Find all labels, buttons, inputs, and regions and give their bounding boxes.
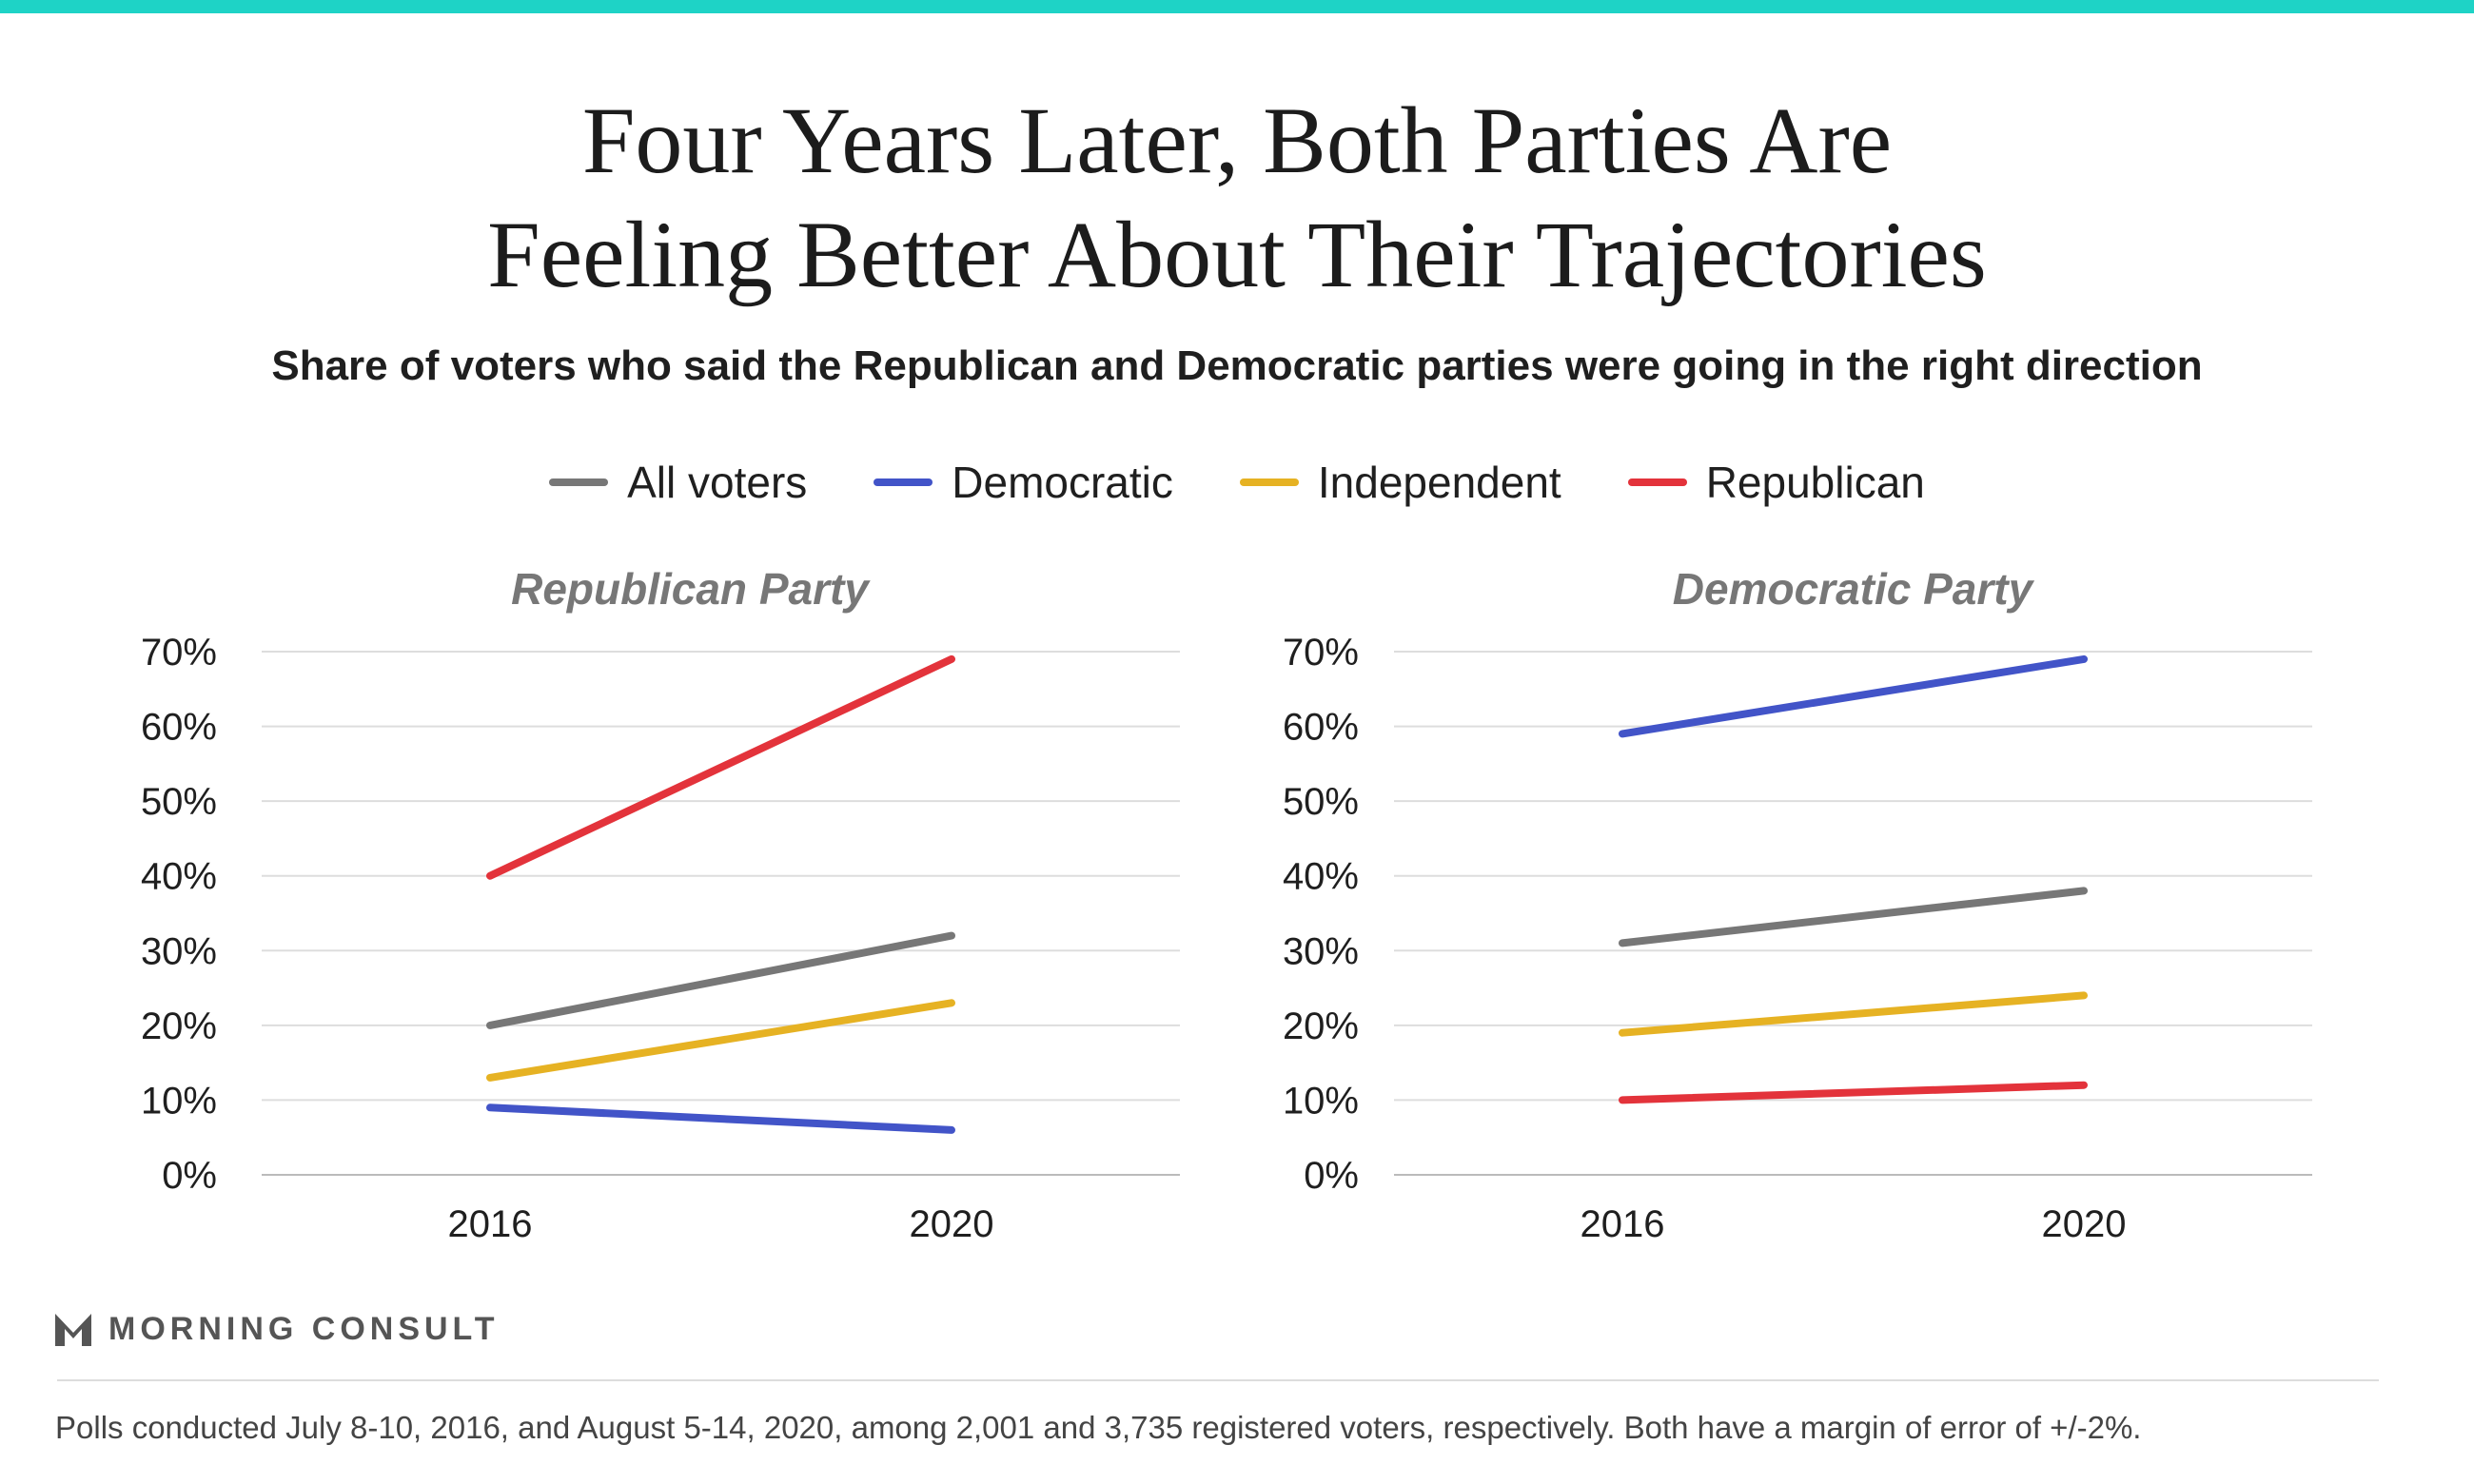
republican-party-series-line-republican [486, 654, 955, 880]
democratic-party-x-tick-label-2016: 2016 [1581, 1203, 1665, 1245]
democratic-party-y-tick-label-20: 20% [1283, 1006, 1359, 1047]
footnote: Polls conducted July 8-10, 2016, and Aug… [55, 1410, 2142, 1445]
republican-party-y-tick-label-10: 10% [141, 1080, 217, 1122]
republican-party-series-line-democratic [486, 1103, 955, 1134]
democratic-party-x-tick-label-2020: 2020 [2042, 1203, 2127, 1245]
republican-party-y-tick-label-30: 30% [141, 930, 217, 972]
footer-divider [57, 1379, 2379, 1381]
legend-item-all-voters: All voters [549, 457, 807, 508]
democratic-party-y-tick-label-50: 50% [1283, 781, 1359, 823]
chart-title: Four Years Later, Both Parties Are Feeli… [0, 84, 2474, 312]
republican-party-x-tick-label-2020: 2020 [910, 1203, 994, 1245]
democratic-party-y-tick-label-60: 60% [1283, 707, 1359, 749]
legend-label-republican: Republican [1705, 458, 1925, 507]
legend-item-democratic: Democratic [874, 457, 1173, 508]
democratic-party-series-line-republican [1619, 1081, 2088, 1104]
legend-swatch-all-voters [549, 478, 609, 486]
legend-label-independent: Independent [1317, 458, 1561, 507]
democratic-party-series-line-independent [1619, 991, 2088, 1037]
chart-subtitle: Share of voters who said the Republican … [271, 342, 2203, 389]
legend-swatch-republican [1627, 478, 1687, 486]
democratic-party-y-tick-label-70: 70% [1283, 632, 1359, 674]
legend-swatch-democratic [874, 478, 933, 486]
legend: All voters Democratic Independent Republ… [0, 457, 2474, 508]
legend-label-all-voters: All voters [627, 458, 808, 507]
legend-item-independent: Independent [1239, 457, 1561, 508]
republican-party-y-tick-label-40: 40% [141, 856, 217, 898]
democratic-party-series-line-all-voters [1619, 887, 2088, 947]
legend-item-republican: Republican [1627, 457, 1925, 508]
morning-consult-logo-icon [55, 1313, 91, 1346]
democratic-party-y-tick-label-40: 40% [1283, 856, 1359, 898]
democratic-party-y-tick-label-30: 30% [1283, 930, 1359, 972]
republican-party-y-tick-label-0: 0% [162, 1155, 217, 1197]
republican-party-series-line-independent [486, 999, 955, 1082]
republican-party-panel-title: Republican Party [511, 564, 871, 614]
legend-label-democratic: Democratic [952, 458, 1173, 507]
republican-party-y-tick-label-20: 20% [141, 1006, 217, 1047]
republican-party-series-line-all-voters [486, 931, 955, 1029]
chart-title-line-2: Feeling Better About Their Trajectories [487, 202, 1987, 307]
brand: MORNING CONSULT [55, 1311, 500, 1348]
democratic-party-y-tick-label-10: 10% [1283, 1080, 1359, 1122]
democratic-party-y-tick-label-0: 0% [1304, 1155, 1359, 1197]
chart-title-line-1: Four Years Later, Both Parties Are [581, 88, 1893, 193]
republican-party-y-tick-label-70: 70% [141, 632, 217, 674]
republican-party-x-tick-label-2016: 2016 [448, 1203, 533, 1245]
legend-swatch-independent [1239, 478, 1299, 486]
brand-name: MORNING CONSULT [108, 1311, 500, 1347]
democratic-party-panel-title: Democratic Party [1673, 564, 2035, 614]
top-accent-bar [0, 0, 2474, 13]
republican-party-y-tick-label-50: 50% [141, 781, 217, 823]
republican-party-y-tick-label-60: 60% [141, 707, 217, 749]
democratic-party-series-line-democratic [1619, 654, 2088, 738]
